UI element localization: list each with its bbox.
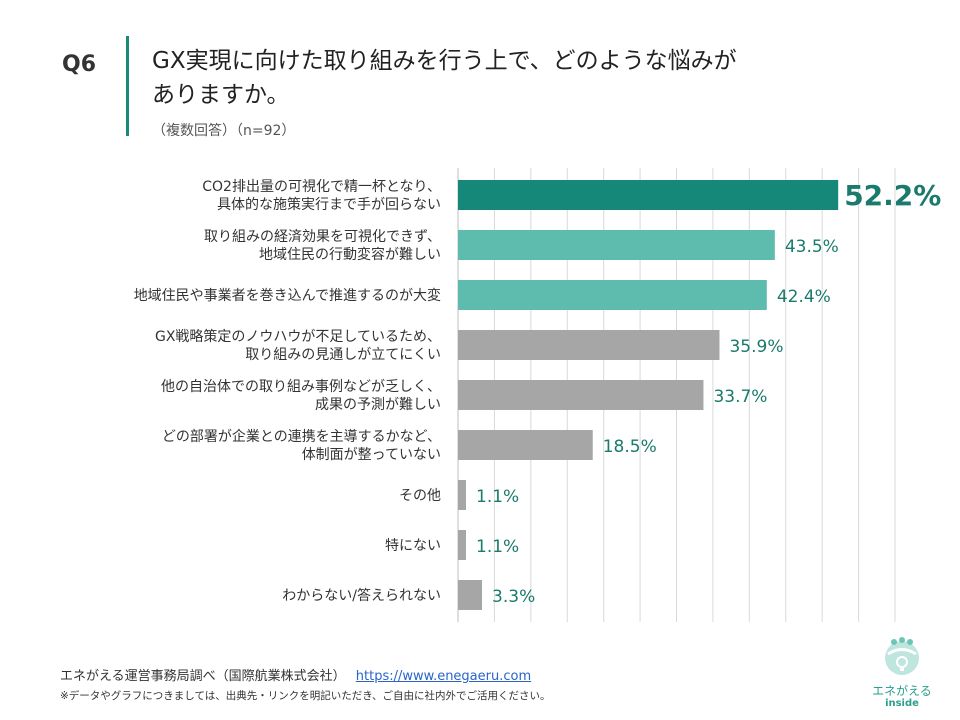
bar-3 bbox=[458, 330, 720, 360]
bar-1 bbox=[458, 230, 775, 260]
enegaeru-logo: エネがえる inside bbox=[866, 636, 938, 714]
category-label-3-0: GX戦略策定のノウハウが不足しているため、 bbox=[155, 328, 441, 345]
category-label-3-1: 取り組みの見通しが立てにくい bbox=[245, 347, 441, 363]
bar-2 bbox=[458, 280, 767, 310]
value-label-3: 35.9% bbox=[729, 337, 783, 357]
category-label-2-0: 地域住民や事業者を巻き込んで推進するのが大変 bbox=[134, 287, 441, 304]
category-label-4-1: 成果の予測が難しい bbox=[315, 397, 441, 413]
question-number: Q6 bbox=[62, 52, 97, 77]
source-line: エネがえる運営事務局調べ（国際航業株式会社） https://www.enega… bbox=[60, 665, 531, 684]
value-label-7: 1.1% bbox=[476, 537, 519, 557]
value-label-2: 42.4% bbox=[777, 287, 831, 307]
value-label-4: 33.7% bbox=[713, 387, 767, 407]
category-label-5-0: どの部署が企業との連携を主導するかなど、 bbox=[162, 428, 441, 445]
logo-subtext: inside bbox=[885, 698, 919, 709]
value-label-0: 52.2% bbox=[844, 179, 941, 212]
category-label-8-0: わからない/答えられない bbox=[282, 587, 441, 604]
bar-0 bbox=[458, 180, 839, 210]
category-label-5-1: 体制面が整っていない bbox=[302, 447, 441, 463]
page-subtitle: （複数回答）（n=92） bbox=[152, 123, 296, 139]
value-label-5: 18.5% bbox=[603, 437, 657, 457]
title-line-2: ありますか。 bbox=[152, 82, 290, 108]
source-text: エネがえる運営事務局調べ（国際航業株式会社） bbox=[60, 669, 346, 684]
bar-5 bbox=[458, 430, 593, 460]
page-title: GX実現に向けた取り組みを行う上で、どのような悩みが ありますか。 bbox=[152, 44, 912, 112]
bar-4 bbox=[458, 380, 704, 410]
value-label-6: 1.1% bbox=[476, 487, 519, 507]
source-link[interactable]: https://www.enegaeru.com bbox=[355, 669, 532, 684]
value-label-8: 3.3% bbox=[492, 587, 535, 607]
bar-chart: 52.2% CO2排出量の可視化で精一杯となり、具体的な施策実行まで手が回らない 4… bbox=[134, 168, 941, 622]
title-line-1: GX実現に向けた取り組みを行う上で、どのような悩みが bbox=[152, 48, 737, 74]
bar-7 bbox=[458, 530, 467, 560]
category-label-6-0: その他 bbox=[399, 488, 441, 504]
category-label-1-0: 取り組みの経済効果を可視化できず、 bbox=[204, 229, 441, 245]
category-label-1-1: 地域住民の行動変容が難しい bbox=[259, 246, 441, 263]
category-label-7-0: 特にない bbox=[385, 538, 441, 554]
category-label-0-0: CO2排出量の可視化で精一杯となり、 bbox=[202, 179, 441, 195]
bar-8 bbox=[458, 580, 483, 610]
value-label-1: 43.5% bbox=[785, 237, 839, 257]
usage-note: ※データやグラフにつきましては、出典先・リンクを明記いただき、ご自由に社内外でご… bbox=[60, 690, 551, 702]
title-accent-bar bbox=[126, 36, 129, 136]
logo-icon bbox=[885, 637, 919, 675]
category-label-0-1: 具体的な施策実行まで手が回らない bbox=[217, 196, 441, 213]
logo-text: エネがえる bbox=[872, 684, 932, 698]
bar-6 bbox=[458, 480, 467, 510]
category-label-4-0: 他の自治体での取り組み事例などが乏しく、 bbox=[161, 379, 441, 395]
